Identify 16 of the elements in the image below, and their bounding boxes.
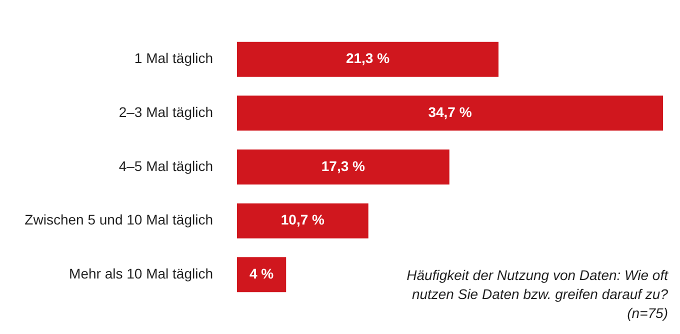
y-tick-label: 2–3 Mal täglich	[118, 104, 213, 120]
annotation: Häufigkeit der Nutzung von Daten: Wie oft nutzen Sie Daten bzw. greifen darauf zu? (n=75)	[406, 267, 670, 321]
data-label: 17,3 %	[321, 158, 366, 174]
data-label: 21,3 %	[346, 50, 390, 66]
bar	[237, 96, 663, 131]
data-label: 34,7 %	[428, 104, 472, 120]
bar	[237, 150, 450, 184]
data-label: 10,7 %	[280, 212, 326, 228]
data-label: 4 %	[249, 266, 274, 282]
bar	[237, 42, 498, 77]
y-tick-label: Zwischen 5 und 10 Mal täglich	[24, 212, 213, 228]
y-tick-label: Mehr als 10 Mal täglich	[69, 266, 213, 282]
y-tick-label: 4–5 Mal täglich	[118, 158, 213, 174]
bar	[237, 257, 286, 292]
bar	[237, 203, 368, 238]
y-tick-label: 1 Mal täglich	[134, 50, 213, 66]
